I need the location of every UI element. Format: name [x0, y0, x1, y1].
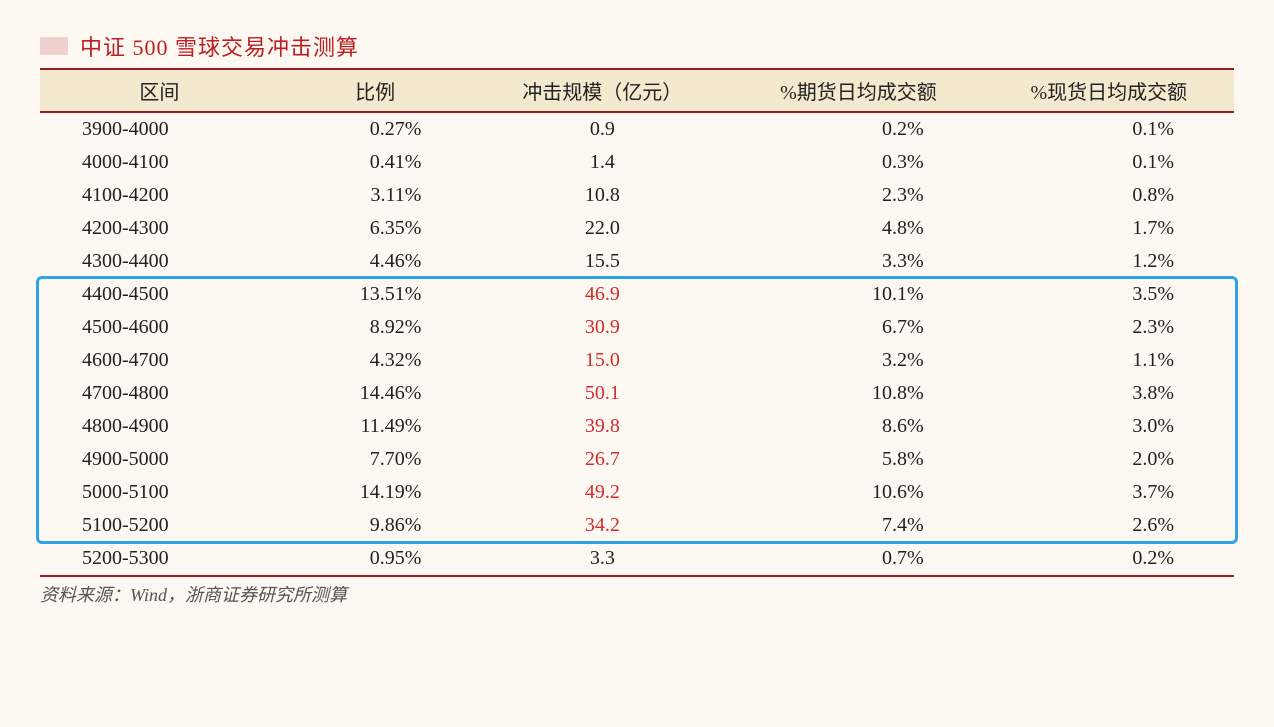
cell-spot: 2.0% — [984, 443, 1234, 476]
table-row: 4100-42003.11%10.82.3%0.8% — [40, 179, 1234, 212]
cell-spot: 0.1% — [984, 146, 1234, 179]
cell-ratio: 13.51% — [279, 278, 472, 311]
cell-ratio: 6.35% — [279, 212, 472, 245]
cell-impact: 15.0 — [471, 344, 733, 377]
cell-spot: 0.8% — [984, 179, 1234, 212]
cell-ratio: 9.86% — [279, 509, 472, 542]
col-impact: 冲击规模（亿元） — [471, 69, 733, 112]
cell-futures: 10.6% — [733, 476, 983, 509]
cell-spot: 2.6% — [984, 509, 1234, 542]
table-row: 4000-41000.41%1.40.3%0.1% — [40, 146, 1234, 179]
table-wrapper: 区间 比例 冲击规模（亿元） %期货日均成交额 %现货日均成交额 3900-40… — [40, 68, 1234, 577]
cell-impact: 15.5 — [471, 245, 733, 278]
cell-impact: 34.2 — [471, 509, 733, 542]
col-futures: %期货日均成交额 — [733, 69, 983, 112]
cell-range: 4700-4800 — [40, 377, 279, 410]
cell-ratio: 11.49% — [279, 410, 472, 443]
cell-spot: 3.0% — [984, 410, 1234, 443]
cell-spot: 0.1% — [984, 112, 1234, 146]
cell-impact: 22.0 — [471, 212, 733, 245]
cell-spot: 3.8% — [984, 377, 1234, 410]
table-row: 4300-44004.46%15.53.3%1.2% — [40, 245, 1234, 278]
cell-range: 4000-4100 — [40, 146, 279, 179]
cell-spot: 1.1% — [984, 344, 1234, 377]
table-row: 4800-490011.49%39.88.6%3.0% — [40, 410, 1234, 443]
cell-ratio: 14.19% — [279, 476, 472, 509]
cell-futures: 10.1% — [733, 278, 983, 311]
cell-futures: 4.8% — [733, 212, 983, 245]
cell-impact: 49.2 — [471, 476, 733, 509]
cell-ratio: 7.70% — [279, 443, 472, 476]
cell-futures: 3.2% — [733, 344, 983, 377]
table-row: 4400-450013.51%46.910.1%3.5% — [40, 278, 1234, 311]
cell-ratio: 14.46% — [279, 377, 472, 410]
cell-futures: 6.7% — [733, 311, 983, 344]
cell-ratio: 3.11% — [279, 179, 472, 212]
cell-range: 5100-5200 — [40, 509, 279, 542]
cell-ratio: 0.27% — [279, 112, 472, 146]
table-row: 5100-52009.86%34.27.4%2.6% — [40, 509, 1234, 542]
cell-spot: 3.5% — [984, 278, 1234, 311]
cell-range: 4900-5000 — [40, 443, 279, 476]
col-range: 区间 — [40, 69, 279, 112]
cell-range: 5000-5100 — [40, 476, 279, 509]
cell-spot: 2.3% — [984, 311, 1234, 344]
cell-futures: 7.4% — [733, 509, 983, 542]
title-row: 中证 500 雪球交易冲击测算 — [40, 30, 1234, 62]
cell-range: 5200-5300 — [40, 542, 279, 575]
cell-impact: 46.9 — [471, 278, 733, 311]
table-bottom-rule — [40, 575, 1234, 576]
cell-ratio: 4.46% — [279, 245, 472, 278]
cell-futures: 10.8% — [733, 377, 983, 410]
cell-range: 4300-4400 — [40, 245, 279, 278]
cell-spot: 3.7% — [984, 476, 1234, 509]
page-title: 中证 500 雪球交易冲击测算 — [80, 30, 359, 62]
title-badge-icon — [40, 37, 68, 55]
cell-futures: 0.3% — [733, 146, 983, 179]
col-ratio: 比例 — [279, 69, 472, 112]
cell-futures: 2.3% — [733, 179, 983, 212]
table-row: 4600-47004.32%15.03.2%1.1% — [40, 344, 1234, 377]
cell-futures: 0.2% — [733, 112, 983, 146]
cell-impact: 30.9 — [471, 311, 733, 344]
cell-impact: 3.3 — [471, 542, 733, 575]
cell-impact: 50.1 — [471, 377, 733, 410]
table-row: 3900-40000.27%0.90.2%0.1% — [40, 112, 1234, 146]
cell-range: 3900-4000 — [40, 112, 279, 146]
cell-futures: 5.8% — [733, 443, 983, 476]
table-row: 4700-480014.46%50.110.8%3.8% — [40, 377, 1234, 410]
cell-range: 4200-4300 — [40, 212, 279, 245]
cell-range: 4600-4700 — [40, 344, 279, 377]
cell-spot: 0.2% — [984, 542, 1234, 575]
table-row: 5200-53000.95%3.30.7%0.2% — [40, 542, 1234, 575]
col-spot: %现货日均成交额 — [984, 69, 1234, 112]
cell-impact: 10.8 — [471, 179, 733, 212]
table-row: 4200-43006.35%22.04.8%1.7% — [40, 212, 1234, 245]
cell-impact: 0.9 — [471, 112, 733, 146]
cell-impact: 1.4 — [471, 146, 733, 179]
cell-ratio: 0.95% — [279, 542, 472, 575]
table-header-row: 区间 比例 冲击规模（亿元） %期货日均成交额 %现货日均成交额 — [40, 69, 1234, 112]
table-row: 5000-510014.19%49.210.6%3.7% — [40, 476, 1234, 509]
cell-ratio: 4.32% — [279, 344, 472, 377]
cell-range: 4800-4900 — [40, 410, 279, 443]
cell-futures: 3.3% — [733, 245, 983, 278]
cell-range: 4400-4500 — [40, 278, 279, 311]
cell-futures: 0.7% — [733, 542, 983, 575]
table-row: 4500-46008.92%30.96.7%2.3% — [40, 311, 1234, 344]
cell-spot: 1.7% — [984, 212, 1234, 245]
cell-range: 4100-4200 — [40, 179, 279, 212]
cell-spot: 1.2% — [984, 245, 1234, 278]
cell-ratio: 8.92% — [279, 311, 472, 344]
table-row: 4900-50007.70%26.75.8%2.0% — [40, 443, 1234, 476]
cell-impact: 39.8 — [471, 410, 733, 443]
cell-impact: 26.7 — [471, 443, 733, 476]
cell-ratio: 0.41% — [279, 146, 472, 179]
impact-table: 区间 比例 冲击规模（亿元） %期货日均成交额 %现货日均成交额 3900-40… — [40, 68, 1234, 577]
cell-range: 4500-4600 — [40, 311, 279, 344]
cell-futures: 8.6% — [733, 410, 983, 443]
source-note: 资料来源：Wind，浙商证券研究所测算 — [40, 581, 1234, 607]
